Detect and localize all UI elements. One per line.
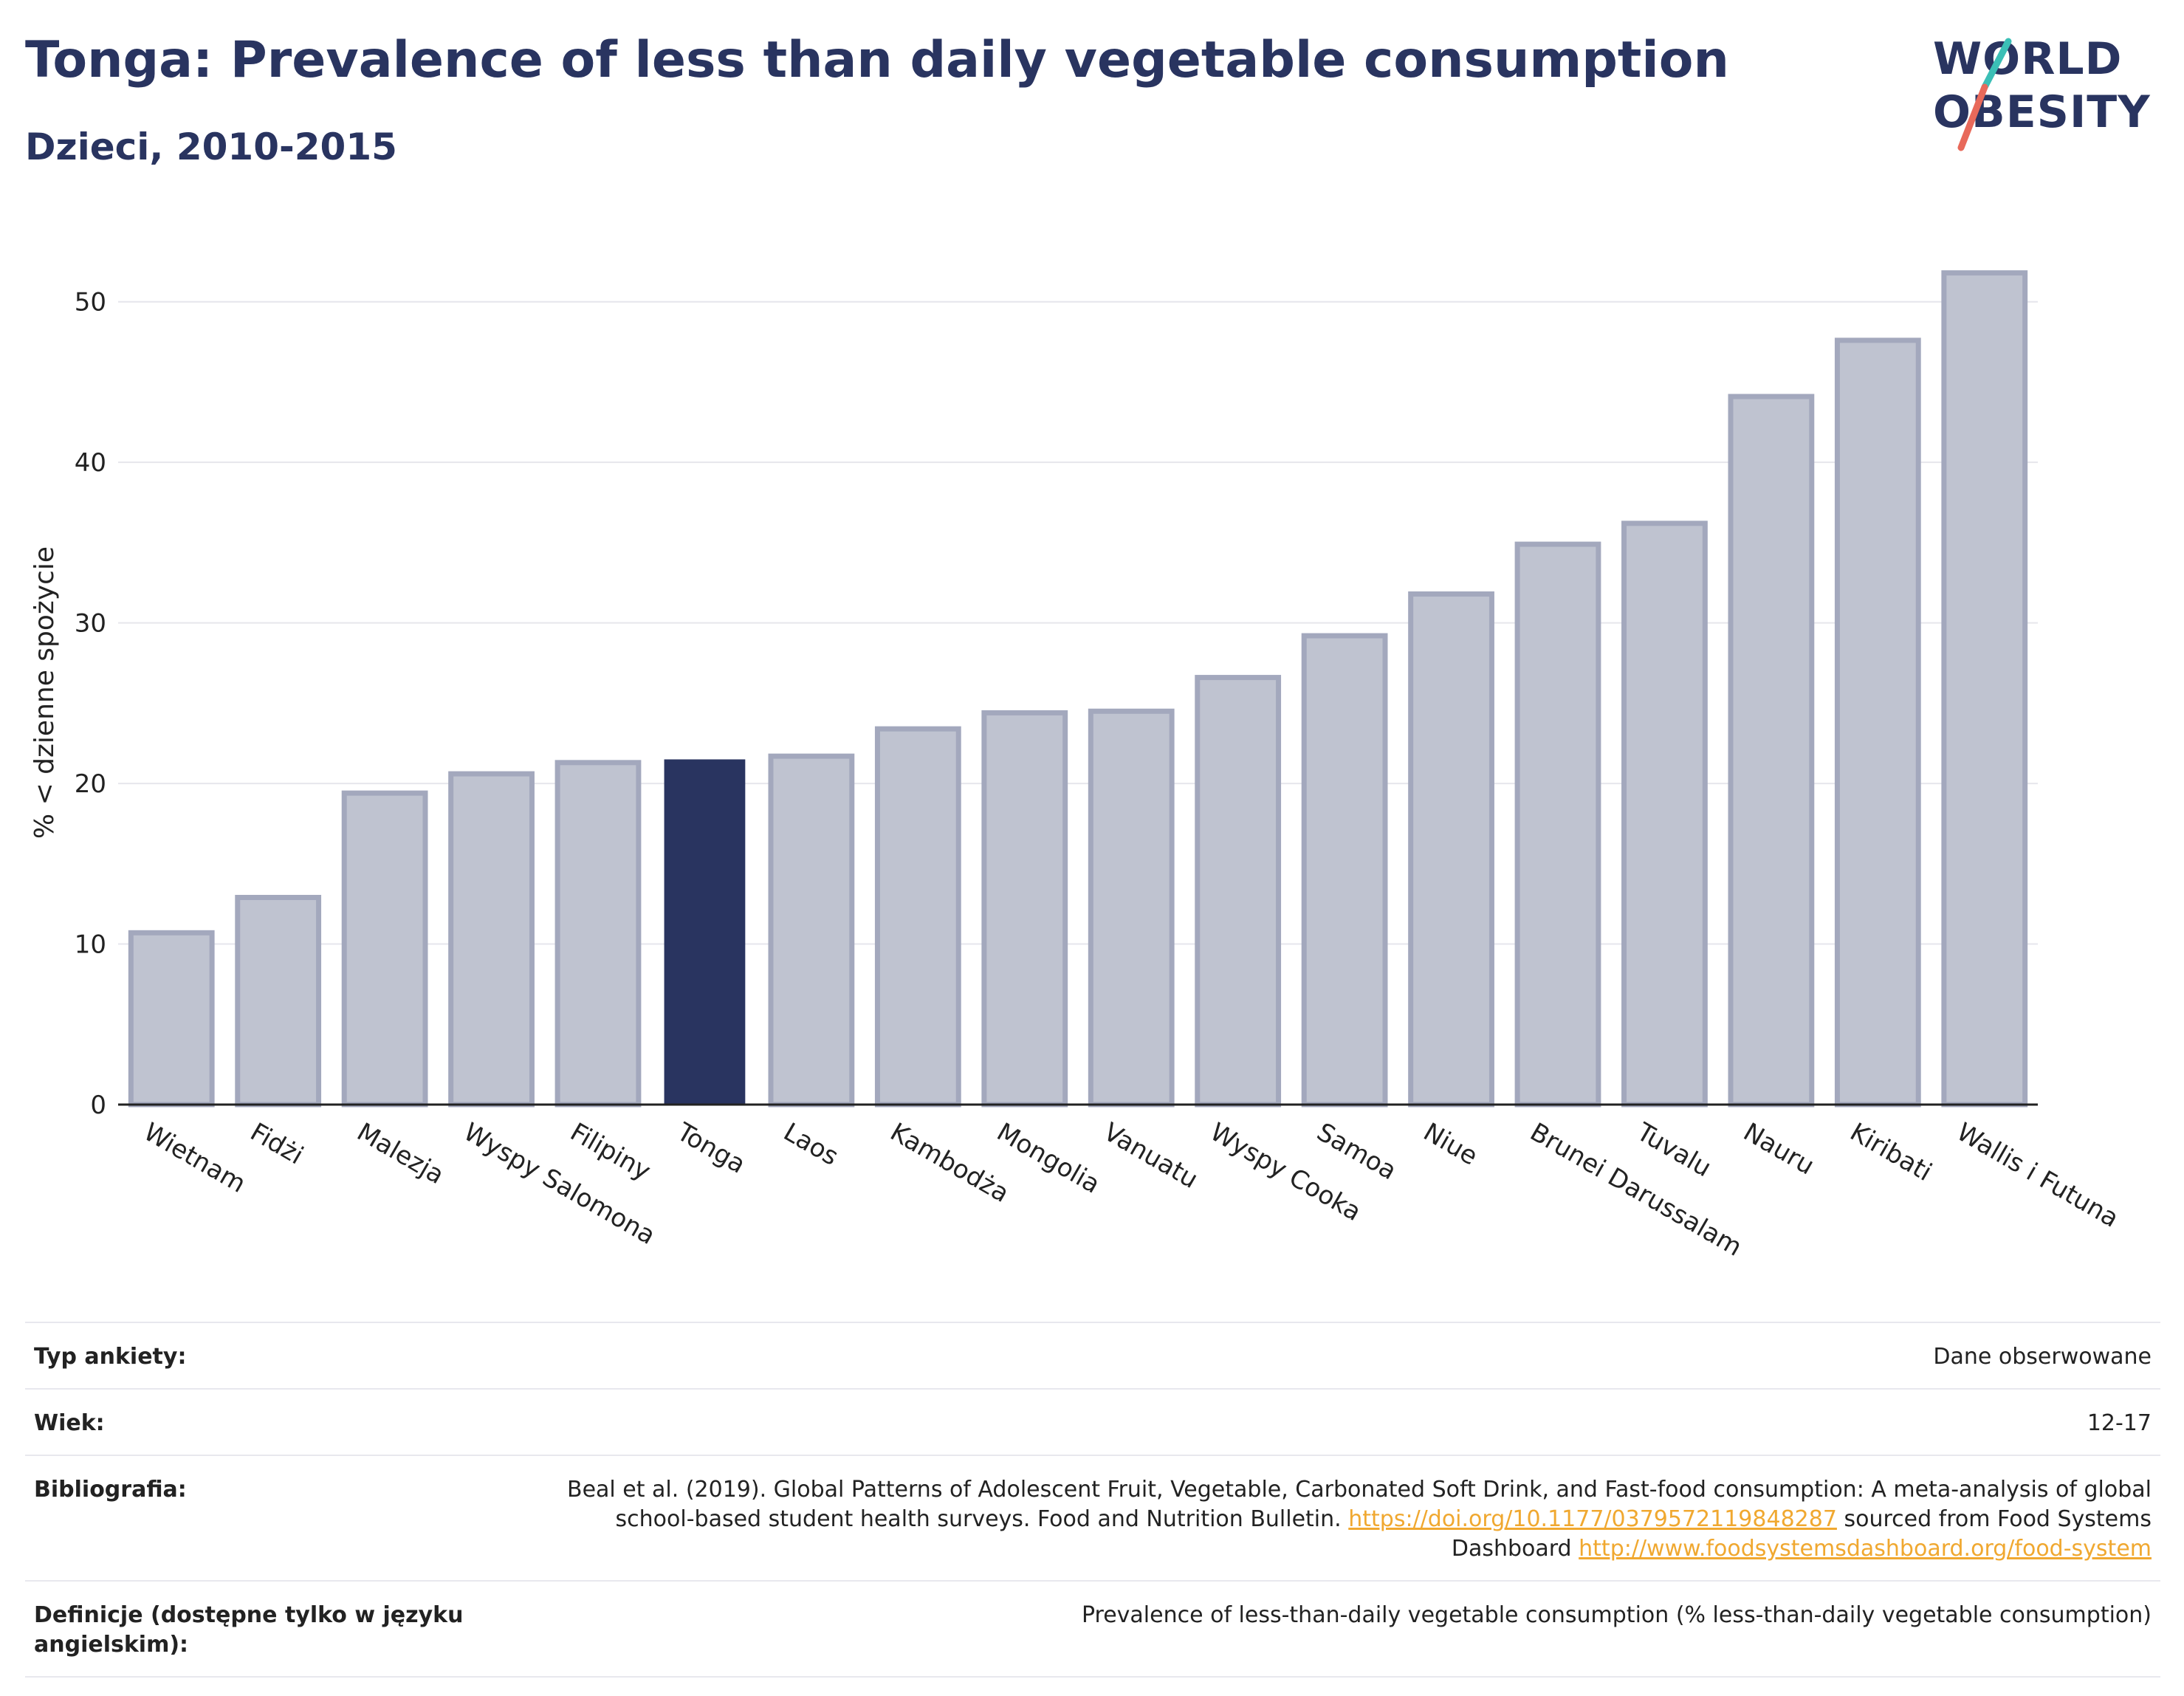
chart-title: Tonga: Prevalence of less than daily veg…	[25, 31, 1729, 89]
bar-tuvalu	[1621, 521, 1708, 1108]
y-axis-label: % < dzienne spożycie	[30, 546, 60, 839]
definitions-row: Definicje (dostępne tylko w języku angie…	[25, 1582, 2160, 1678]
x-tick-label: Tuvalu	[1631, 1117, 1716, 1184]
bibliography-label: Bibliografia:	[34, 1477, 187, 1503]
survey-type-value: Dane obserwowane	[1933, 1344, 2152, 1370]
x-tick-label: Fidżi	[245, 1117, 308, 1170]
bibliography-row: Bibliografia: Beal et al. (2019). Global…	[25, 1456, 2160, 1582]
bibliography-value: Beal et al. (2019). Global Patterns of A…	[542, 1475, 2152, 1564]
x-tick-label: Laos	[778, 1117, 843, 1172]
x-tick-label: Malezja	[352, 1117, 449, 1190]
survey-type-row: Typ ankiety: Dane obserwowane	[25, 1323, 2160, 1390]
bar-wallis-i-futuna	[1941, 270, 2028, 1108]
bar-filipiny	[554, 760, 642, 1108]
bar-malezja	[341, 790, 428, 1108]
bar-wietnam	[128, 930, 215, 1108]
x-tick-label: Wyspy Salomona	[459, 1117, 660, 1251]
x-tick-label: Nauru	[1738, 1117, 1819, 1181]
survey-type-label: Typ ankiety:	[34, 1344, 187, 1370]
bar-mongolia	[981, 710, 1068, 1108]
x-tick-label: Samoa	[1312, 1117, 1401, 1186]
x-tick-label: Filipiny	[566, 1117, 656, 1187]
doi-link[interactable]: https://doi.org/10.1177/0379572119848287	[1348, 1506, 1837, 1532]
bar-wyspy-salomona	[448, 771, 535, 1108]
y-tick-label: 20	[75, 769, 106, 799]
y-tick-label: 30	[75, 609, 106, 639]
definitions-label: Definicje (dostępne tylko w języku angie…	[34, 1602, 464, 1658]
bar-fid-i	[235, 894, 322, 1108]
logo-slash-icon	[1957, 38, 2012, 151]
bar-samoa	[1301, 633, 1388, 1108]
bar-nauru	[1728, 394, 1815, 1108]
bar-kambod-a	[874, 726, 961, 1108]
x-tick-label: Wietnam	[139, 1117, 251, 1199]
bars	[128, 270, 2028, 1108]
x-tick-label: Vanuatu	[1099, 1117, 1203, 1195]
x-tick-label: Kambodża	[885, 1117, 1014, 1209]
bar-laos	[768, 753, 855, 1108]
age-row: Wiek: 12-17	[25, 1390, 2160, 1456]
bibliography-text-2: sourced from Food Systems Dashboard	[1451, 1506, 2152, 1562]
bar-kiribati	[1834, 337, 1921, 1108]
y-axis-ticks: 0 10 20 30 40 50	[75, 288, 106, 1120]
bar-tonga	[664, 759, 746, 1105]
bar-vanuatu	[1088, 708, 1175, 1108]
definitions-value: Prevalence of less-than-daily vegetable …	[1081, 1602, 2152, 1628]
info-table: Typ ankiety: Dane obserwowane Wiek: 12-1…	[25, 1322, 2160, 1678]
age-label: Wiek:	[34, 1410, 105, 1436]
food-systems-link[interactable]: http://www.foodsystemsdashboard.org/food…	[1579, 1536, 2152, 1562]
bar-wyspy-cooka	[1195, 675, 1282, 1108]
chart-subtitle: Dzieci, 2010-2015	[25, 126, 397, 168]
x-tick-label: Niue	[1418, 1117, 1483, 1171]
x-tick-label: Kiribati	[1845, 1117, 1937, 1187]
world-obesity-logo: WORLD OBESITY	[1920, 22, 2171, 155]
x-tick-label: Wallis i Futuna	[1951, 1117, 2123, 1234]
bibliography-text-1: Beal et al. (2019). Global Patterns of A…	[566, 1477, 2152, 1532]
x-tick-label: Tonga	[671, 1117, 750, 1180]
y-tick-label: 10	[75, 930, 106, 960]
y-tick-label: 50	[75, 288, 106, 317]
y-tick-label: 40	[75, 448, 106, 478]
bar-brunei-darussalam	[1514, 541, 1601, 1108]
bar-niue	[1408, 591, 1494, 1108]
logo-line-1: WORLD	[1933, 33, 2123, 85]
age-value: 12-17	[2087, 1410, 2152, 1436]
y-tick-label: 0	[90, 1091, 106, 1120]
